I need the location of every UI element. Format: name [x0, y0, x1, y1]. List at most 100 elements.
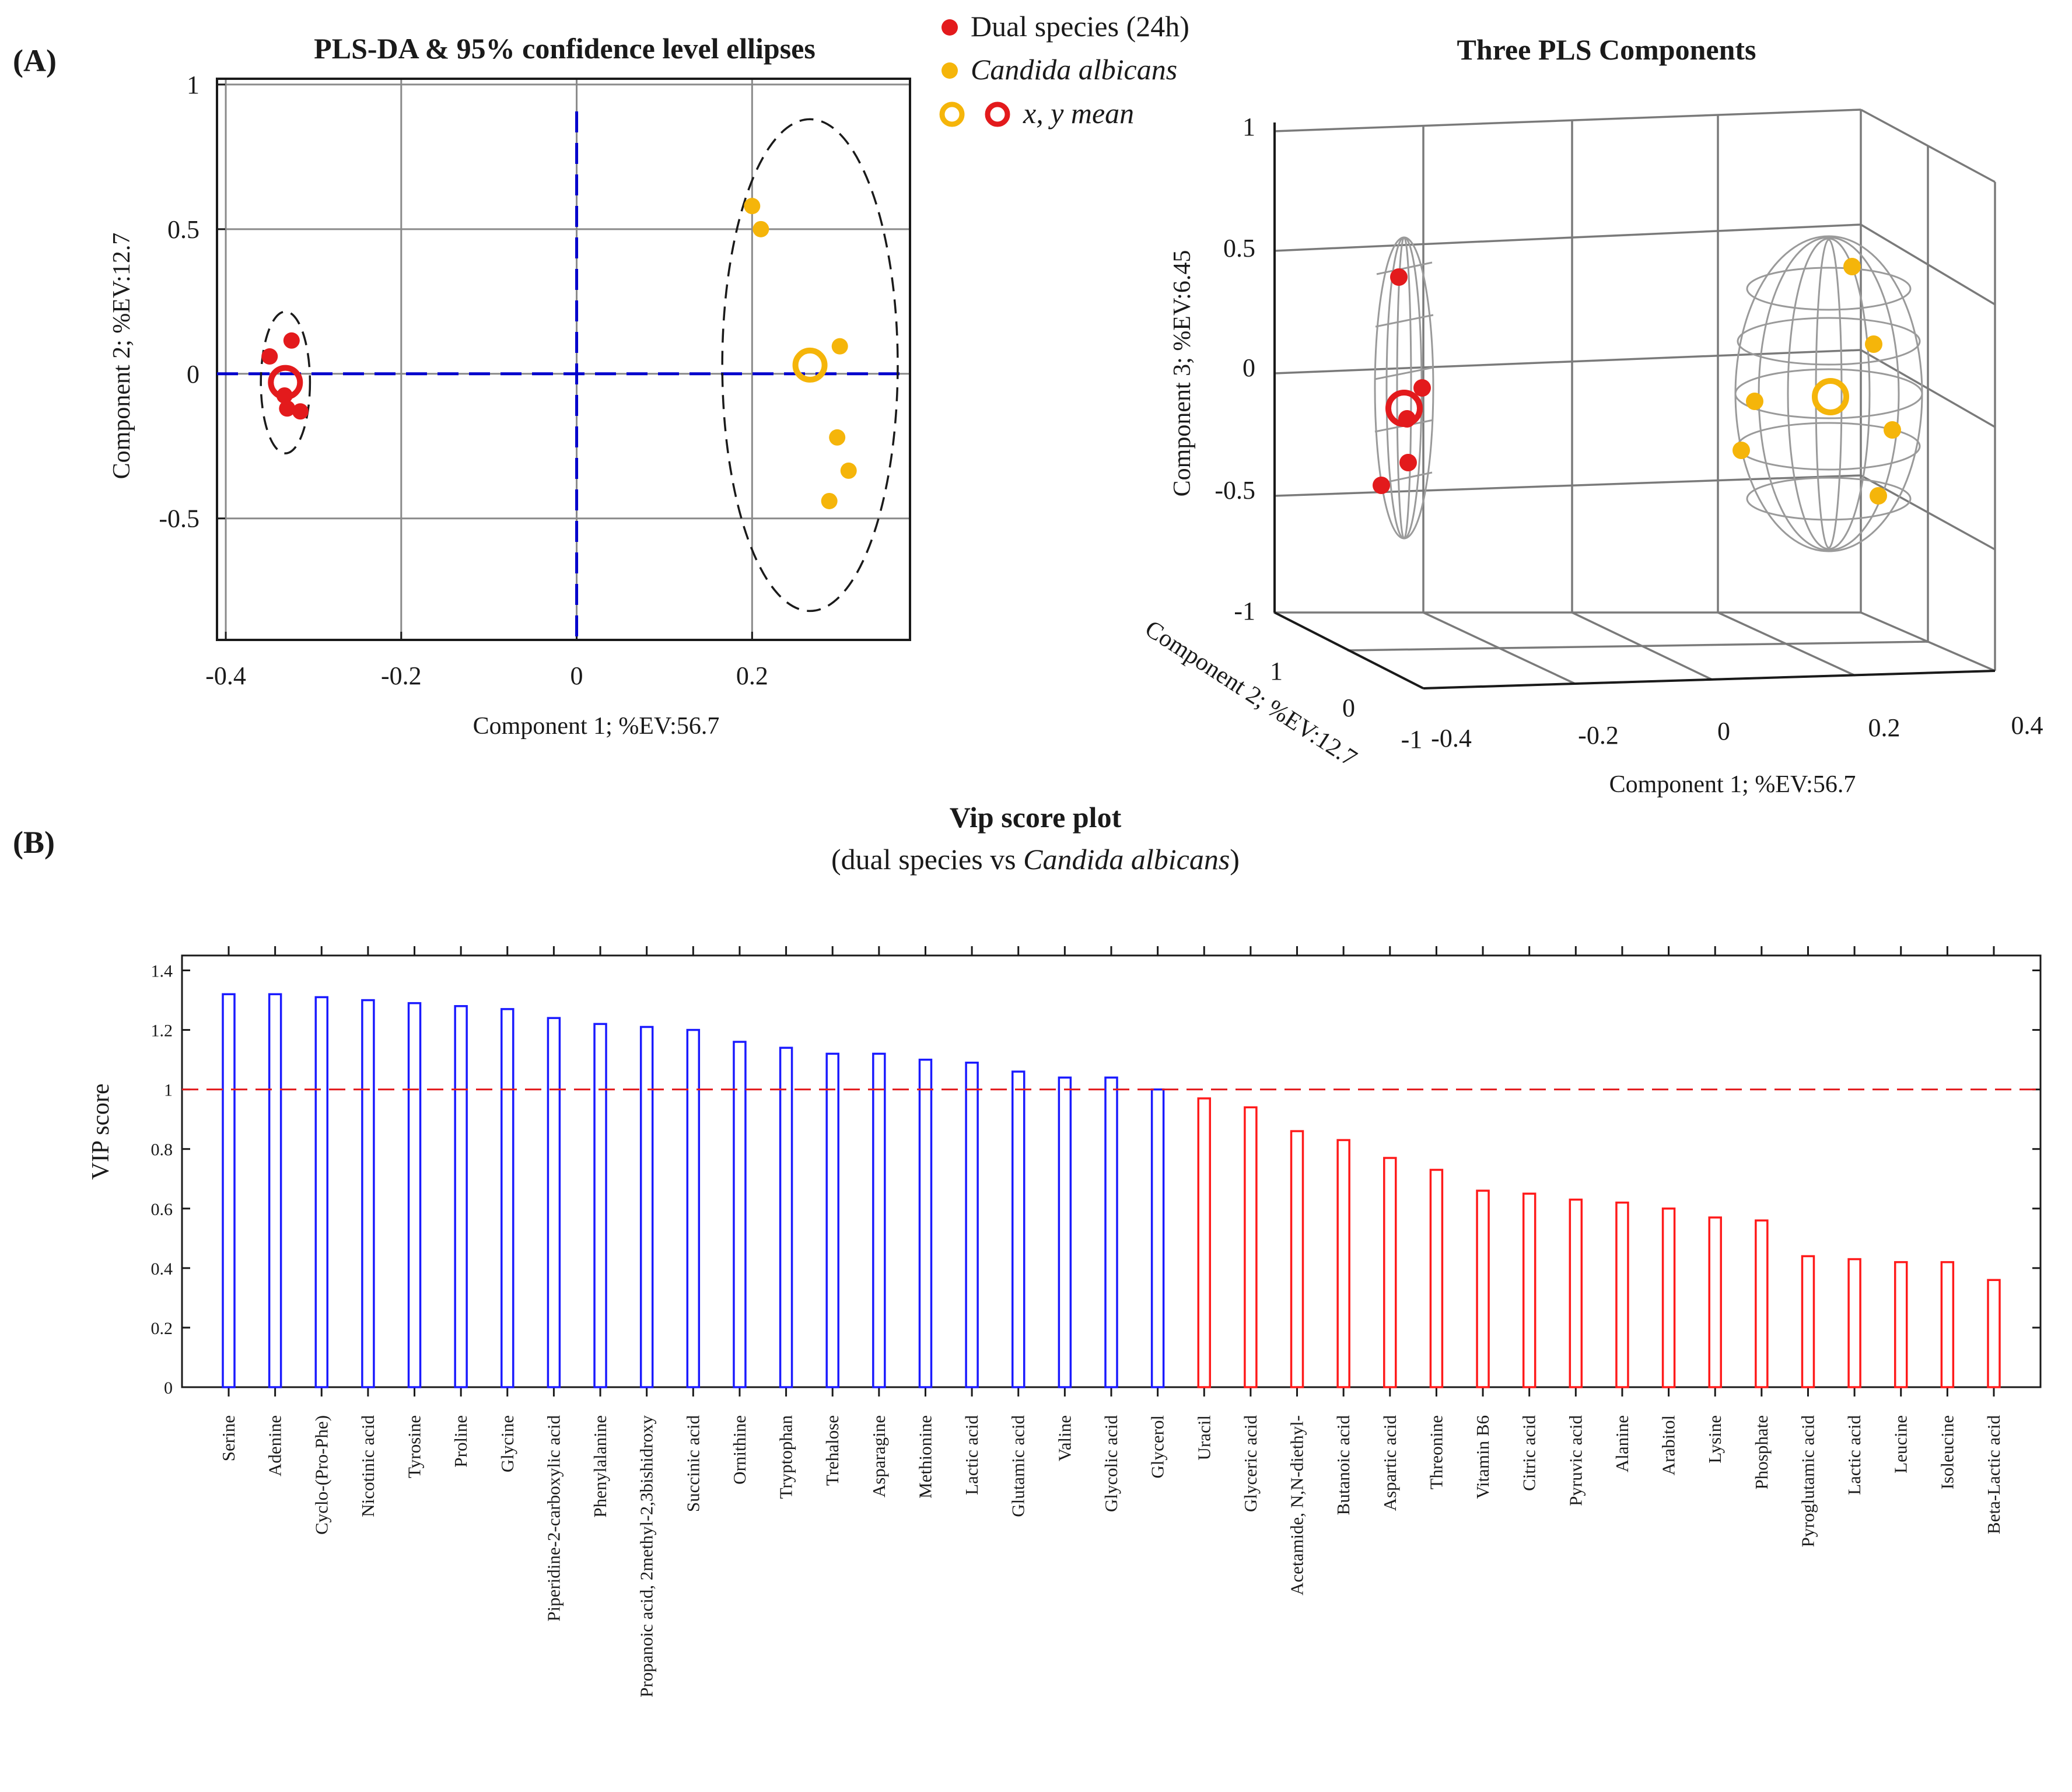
z-tick: -1: [1234, 597, 1255, 625]
vip-category-label: Citric acid: [1519, 1415, 1539, 1491]
y-tick-label: 0.6: [151, 1200, 173, 1219]
scatter3d-point: [1843, 258, 1861, 275]
y-tick-label: 1.2: [151, 1021, 173, 1041]
y-tick-label: 1: [164, 1081, 173, 1100]
vip-ticks: 0 0.2 0.4 0.6 0.8 1 1.2 1.4: [151, 946, 2041, 1398]
x-tick: 0.2: [1868, 713, 1901, 742]
vip-bar: [918, 1058, 933, 1388]
mean-marker: [268, 365, 303, 400]
vip-bar: [1197, 1097, 1212, 1388]
scatter3d-point: [1413, 379, 1431, 397]
vip-bar: [593, 1023, 607, 1388]
legend-mean-marker-red: [985, 102, 1010, 127]
confidence-ellipse: [721, 118, 899, 612]
vip-subtitle-prefix: (dual species vs: [831, 843, 1023, 876]
vip-category-labels: Serine Adenine Cyclo-(Pro-Phe) Nicotinic ac…: [218, 1415, 2004, 1698]
vip-bar: [1987, 1279, 2001, 1388]
y-tick-label: 1: [187, 71, 200, 99]
vip-category-label: Pyruvic acid: [1565, 1415, 1586, 1506]
scatter-point: [279, 400, 296, 417]
vip-category-label: Methionine: [915, 1415, 935, 1499]
panel-label-b: (B): [13, 825, 55, 860]
vip-bar: [965, 1061, 979, 1388]
scatter2d-gridlines: [217, 79, 910, 640]
vip-category-label: Proline: [450, 1415, 471, 1468]
scatter2d-ticks: -0.4 -0.2 0 0.2 1 0.5 0 -0.5: [159, 71, 768, 690]
vip-category-label: Piperidine-2-carboxylic acid: [543, 1415, 564, 1622]
scatter3d-mean-candida: [1812, 378, 1849, 415]
vip-category-label: Phenylalanine: [590, 1415, 610, 1518]
x-tick: -0.4: [1431, 724, 1472, 752]
vip-bar: [454, 1005, 468, 1388]
vip-category-label: Asparagine: [869, 1415, 889, 1497]
vip-subtitle: (dual species vs Candida albicans): [831, 843, 1240, 876]
x-tick-label: -0.2: [381, 662, 422, 690]
y-tick: -1: [1401, 725, 1423, 754]
vip-category-label: Serine: [218, 1415, 239, 1461]
scatter-point: [829, 429, 846, 446]
x-tick-label: 0: [570, 662, 583, 690]
scatter3d-front-axes: [1273, 123, 1996, 690]
x-tick-label: -0.4: [205, 662, 246, 690]
scatter3d-point: [1373, 477, 1390, 494]
vip-category-label: Uracil: [1194, 1415, 1214, 1460]
y-tick-label: -0.5: [159, 505, 200, 533]
vip-bar: [1150, 1088, 1165, 1388]
x-tick: 0.4: [2011, 711, 2043, 740]
scatter3d-point: [1870, 487, 1887, 505]
scatter3d-x-ticks: -0.4 -0.2 0 0.2 0.4: [1431, 711, 2043, 752]
legend-dual-label: Dual species (24h): [971, 10, 1189, 43]
vip-ylabel: VIP score: [88, 1083, 114, 1180]
vip-category-label: Trehalose: [822, 1415, 842, 1486]
vip-category-label: Glycine: [497, 1415, 517, 1472]
z-tick: 0.5: [1223, 234, 1255, 262]
vip-category-label: Lactic acid: [1844, 1415, 1864, 1495]
legend-candida-marker: [942, 62, 958, 79]
vip-category-label: Acetamide, N,N-diethyl-: [1287, 1415, 1307, 1595]
vip-category-label: Glyceric acid: [1240, 1415, 1261, 1513]
vip-bar: [1940, 1261, 1955, 1388]
scatter3d-axes-box: [1273, 108, 1996, 690]
scatter3d-point: [1884, 421, 1901, 439]
x-tick-label: 0.2: [736, 662, 768, 690]
vip-subtitle-italic: Candida albicans: [1023, 843, 1230, 876]
vip-bar: [407, 1002, 422, 1388]
vip-bars: [222, 993, 2001, 1388]
vip-category-label: Tyrosine: [404, 1415, 425, 1478]
panel-label-a: (A): [13, 43, 57, 78]
legend-dual-marker: [942, 19, 958, 36]
vip-plot-frame: [181, 954, 2042, 1388]
vip-category-label: Glycolic acid: [1101, 1415, 1121, 1513]
scatter2d-plot-frame: [216, 78, 911, 641]
vip-bar: [1708, 1216, 1722, 1388]
vip-bar: [639, 1026, 654, 1388]
scatter2d-ellipses: [260, 118, 899, 612]
scatter3d-z-ticks: 1 0.5 0 -0.5 -1: [1214, 113, 1255, 625]
scatter2d-ylabel: Component 2; %EV:12.7: [108, 233, 135, 480]
vip-bar: [872, 1052, 886, 1388]
vip-category-label: Cyclo-(Pro-Phe): [311, 1415, 331, 1535]
vip-category-label: Leucine: [1891, 1415, 1911, 1474]
vip-bar: [733, 1041, 747, 1388]
confidence-ellipse: [260, 310, 312, 454]
scatter3d-point: [1746, 393, 1763, 410]
scatter3d-point: [1399, 454, 1417, 471]
scatter3d-xlabel: Component 1; %EV:56.7: [1609, 771, 1856, 798]
vip-category-label: Arabitol: [1658, 1415, 1679, 1475]
y-tick-label: 0: [187, 360, 200, 388]
legend-candida-label: Candida albicans: [971, 53, 1177, 86]
z-tick: 1: [1242, 113, 1255, 141]
vip-category-label: Glycerol: [1147, 1415, 1168, 1478]
vip-bar: [1615, 1201, 1629, 1388]
vip-bar: [1755, 1219, 1769, 1388]
vip-category-label: Propanoic acid, 2methyl-2,3bishidroxy: [636, 1415, 657, 1698]
vip-category-label: Beta-Lactic acid: [1983, 1415, 2004, 1534]
vip-category-label: Vitamin B6: [1472, 1415, 1493, 1499]
vip-bar: [779, 1046, 793, 1388]
vip-bar: [1847, 1258, 1861, 1388]
scatter2d-points: [261, 198, 857, 509]
vip-bar: [825, 1052, 839, 1388]
scatter2d-title: PLS-DA & 95% confidence level ellipses: [314, 32, 816, 65]
scatter3d-point: [1865, 335, 1882, 353]
